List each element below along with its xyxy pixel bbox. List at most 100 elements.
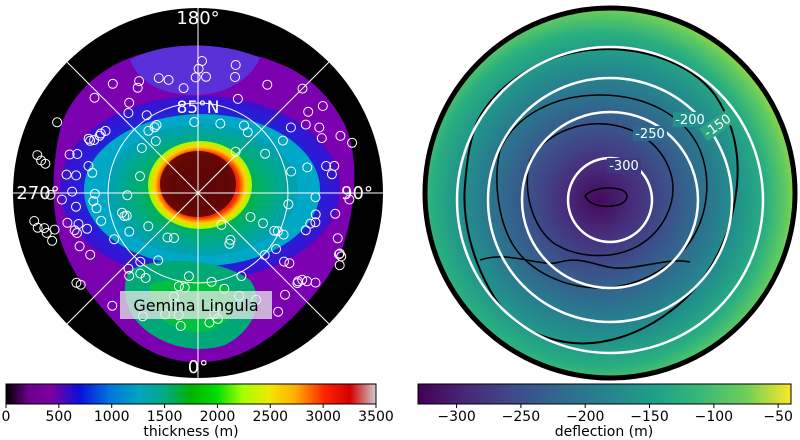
station-marker	[314, 122, 325, 133]
station-marker	[153, 73, 164, 84]
region-label-box	[120, 291, 272, 319]
station-marker	[73, 219, 84, 229]
station-marker	[230, 60, 241, 70]
label-270: 270°	[16, 183, 59, 204]
station-marker	[344, 194, 355, 205]
station-marker	[273, 306, 284, 317]
station-marker	[141, 110, 152, 121]
colorbar-tick-label: 2500	[252, 409, 288, 425]
colorbar-tick-label: −150	[630, 409, 668, 425]
trough-outline	[479, 256, 691, 269]
station-marker	[178, 83, 189, 94]
station-marker	[216, 219, 227, 230]
station-marker	[284, 258, 295, 269]
colorbar-tick-label: 3000	[305, 409, 341, 425]
station-marker	[190, 72, 201, 83]
label-85n: 85°N	[177, 98, 220, 118]
station-marker	[85, 135, 96, 146]
thickness-colorbar-strip	[5, 383, 377, 405]
station-marker	[135, 268, 146, 279]
station-marker	[83, 133, 94, 144]
station-marker	[36, 155, 47, 166]
station-marker	[91, 203, 102, 214]
station-marker	[329, 160, 340, 171]
station-marker	[173, 281, 184, 292]
station-marker	[310, 209, 321, 220]
station-marker	[277, 135, 288, 146]
contour-200	[486, 76, 734, 324]
station-marker	[189, 117, 200, 127]
station-marker	[260, 148, 271, 159]
colorbar-tick-label: −100	[695, 409, 733, 425]
station-marker	[175, 321, 186, 331]
station-marker	[259, 250, 270, 260]
station-marker	[330, 208, 341, 219]
station-marker	[88, 196, 99, 207]
colorbar-tick-label: −300	[437, 409, 475, 425]
station-marker	[153, 255, 164, 266]
cap-outline-ring	[496, 94, 708, 289]
station-marker	[100, 125, 111, 136]
station-marker	[64, 149, 75, 160]
station-marker	[224, 238, 235, 249]
station-marker	[85, 249, 96, 260]
station-marker	[151, 120, 162, 130]
station-marker	[61, 169, 72, 180]
contour-labels: -300 -250 -200 -150	[607, 109, 736, 174]
station-marker	[279, 256, 289, 267]
thickness-colorbar: 0 500 1000 1500 2000 2500 3000 3500 thickness (…	[2, 383, 394, 440]
deflection-contours	[455, 45, 765, 355]
map-disk-right	[425, 8, 795, 378]
contour-150	[455, 45, 765, 355]
cap-outline-inner	[526, 123, 674, 257]
station-marker	[32, 150, 43, 161]
thickness-map: 180° 270° 90° 0° 85°N Gemina Lingula	[13, 8, 383, 378]
station-marker	[109, 234, 120, 245]
station-marker	[334, 249, 344, 260]
station-marker	[123, 263, 134, 274]
station-marker	[310, 277, 321, 288]
colorbar-tick-label: 0	[2, 409, 11, 425]
station-marker	[206, 276, 217, 287]
station-marker	[162, 232, 173, 243]
station-marker	[39, 223, 50, 234]
station-marker	[230, 146, 241, 157]
station-marker	[335, 130, 346, 141]
colorbar-tick-label: −200	[566, 409, 604, 425]
label-0: 0°	[188, 357, 208, 378]
station-marker	[236, 271, 247, 282]
station-marker	[283, 199, 294, 210]
station-marker	[119, 211, 130, 222]
station-markers	[29, 56, 358, 331]
station-marker	[45, 189, 56, 200]
station-marker	[197, 56, 207, 66]
station-marker	[303, 106, 314, 117]
station-marker	[71, 170, 82, 181]
station-marker	[134, 76, 145, 87]
colorbar-tick-label: 1000	[94, 409, 130, 425]
station-marker	[334, 260, 345, 271]
station-marker	[124, 270, 135, 281]
station-marker	[310, 192, 321, 203]
station-marker	[269, 225, 280, 236]
station-marker	[71, 201, 81, 212]
station-marker	[285, 122, 296, 133]
station-marker	[321, 161, 332, 171]
station-marker	[225, 234, 236, 245]
station-marker	[94, 130, 105, 141]
station-marker	[232, 93, 243, 104]
station-marker	[67, 186, 78, 197]
station-marker	[293, 276, 304, 287]
station-marker	[347, 137, 358, 148]
station-marker	[280, 289, 290, 300]
station-marker	[143, 125, 154, 136]
station-marker	[122, 190, 133, 201]
station-marker	[47, 235, 58, 246]
contour-label-300: -300	[609, 159, 639, 174]
station-marker	[41, 227, 52, 238]
colorbar-tick-label: 3500	[358, 409, 394, 425]
station-marker	[56, 194, 67, 205]
label-90: 90°	[341, 183, 373, 204]
station-marker	[123, 108, 134, 118]
